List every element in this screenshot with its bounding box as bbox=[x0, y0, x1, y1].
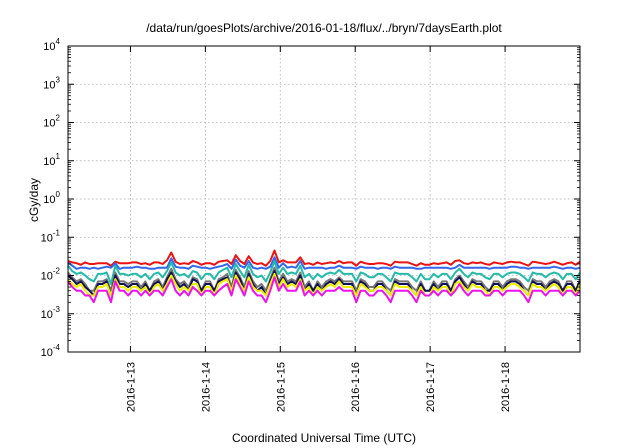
y-tick-labels: 10-4 10-3 10-2 10-1 100 101 102 103 104 bbox=[41, 37, 61, 359]
series-line-7 bbox=[67, 276, 581, 304]
y-tick-label: 101 bbox=[43, 152, 60, 168]
x-tick-label: 2016-1-13 bbox=[125, 362, 137, 412]
x-tick-labels: 2016-1-13 2016-1-14 2016-1-15 2016-1-16 2016… bbox=[125, 362, 512, 412]
y-tick-label: 100 bbox=[43, 190, 60, 206]
y-tick-label: 102 bbox=[43, 114, 60, 130]
series-line-1 bbox=[67, 249, 581, 267]
series-line-6 bbox=[67, 272, 581, 297]
x-tick-label: 2016-1-18 bbox=[500, 362, 512, 412]
x-tick-label: 2016-1-15 bbox=[275, 362, 287, 412]
plot-frame bbox=[67, 45, 581, 353]
x-tick-label: 2016-1-14 bbox=[200, 362, 212, 412]
axes bbox=[67, 45, 581, 353]
series-line-3 bbox=[67, 260, 581, 285]
x-tick-label: 2016-1-16 bbox=[350, 362, 362, 412]
x-tick-label: 2016-1-17 bbox=[425, 362, 437, 412]
y-tick-label: 104 bbox=[43, 37, 60, 53]
y-tick-label: 10-4 bbox=[41, 343, 61, 359]
y-tick-label: 10-3 bbox=[41, 305, 61, 321]
series-line-4 bbox=[67, 266, 581, 292]
series-line-5 bbox=[67, 270, 581, 297]
x-axis-label: Coordinated Universal Time (UTC) bbox=[232, 431, 416, 445]
y-tick-label: 10-1 bbox=[41, 228, 61, 244]
y-tick-label: 10-2 bbox=[41, 267, 61, 283]
y-axis-label: cGy/day bbox=[27, 178, 41, 222]
grid bbox=[68, 46, 580, 352]
series-line-2 bbox=[67, 256, 581, 270]
y-tick-label: 103 bbox=[43, 75, 60, 91]
series-group bbox=[67, 249, 581, 304]
chart-title: /data/run/goesPlots/archive/2016-01-18/f… bbox=[146, 21, 502, 35]
